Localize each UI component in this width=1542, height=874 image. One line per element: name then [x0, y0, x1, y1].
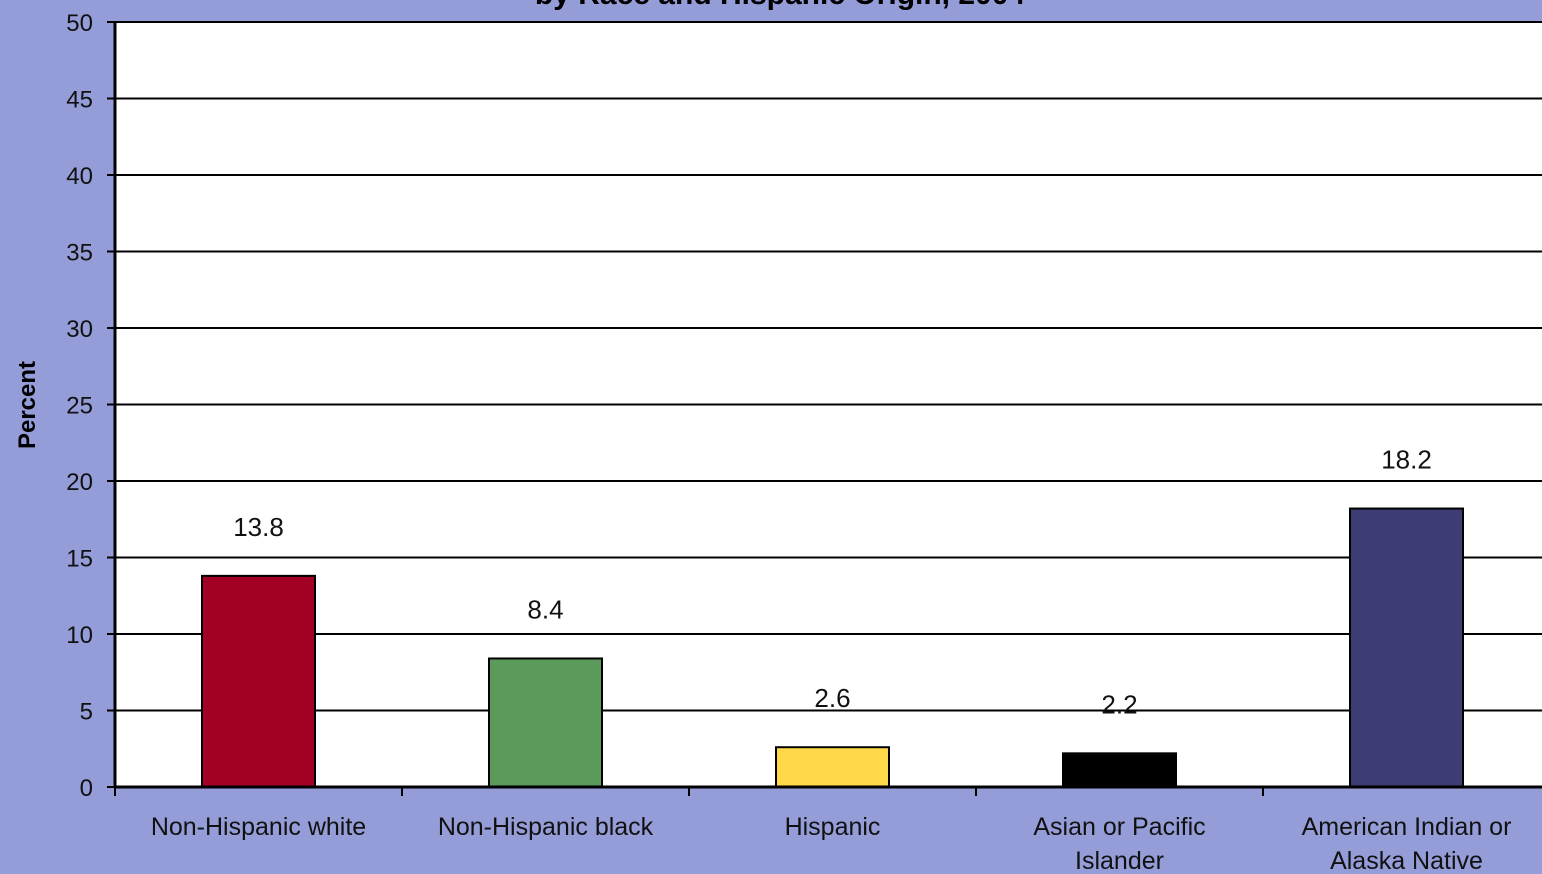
bar	[1350, 509, 1463, 787]
x-tick-label: Non-Hispanic white	[151, 813, 366, 841]
y-tick-labels: 0 5 10 15 20 25 30 35 40 45 50	[66, 10, 93, 802]
bar	[202, 576, 315, 787]
y-tick-label: 40	[66, 163, 93, 190]
x-tick-label: Hispanic	[785, 813, 881, 841]
x-tick-label: Non-Hispanic black	[438, 813, 654, 841]
y-tick-label: 30	[66, 316, 93, 343]
data-label: 18.2	[1381, 445, 1432, 475]
y-axis-title: Percent	[14, 361, 41, 449]
y-tick-label: 0	[80, 775, 93, 802]
y-tick-label: 5	[80, 699, 93, 726]
x-tick-label: American Indian or Alaska Native	[1302, 813, 1512, 874]
y-tick-label: 15	[66, 546, 93, 573]
chart-title: by Race and Hispanic Origin, 2004	[535, 0, 1025, 11]
y-tick-label: 35	[66, 240, 93, 267]
data-label: 2.6	[814, 683, 850, 713]
y-tick-label: 50	[66, 10, 93, 37]
data-label: 2.2	[1101, 689, 1137, 719]
y-tick-label: 25	[66, 393, 93, 420]
y-tick-label: 45	[66, 87, 93, 114]
x-tick-labels: Non-Hispanic white Non-Hispanic black Hisp…	[151, 813, 1512, 874]
data-label: 13.8	[233, 512, 284, 542]
x-tick-label: Asian or Pacific Islander	[1033, 813, 1205, 874]
bar	[1063, 753, 1176, 787]
data-label: 8.4	[527, 594, 563, 624]
y-tick-label: 10	[66, 622, 93, 649]
bar	[776, 747, 889, 787]
bar	[489, 658, 602, 787]
y-tick-label: 20	[66, 469, 93, 496]
